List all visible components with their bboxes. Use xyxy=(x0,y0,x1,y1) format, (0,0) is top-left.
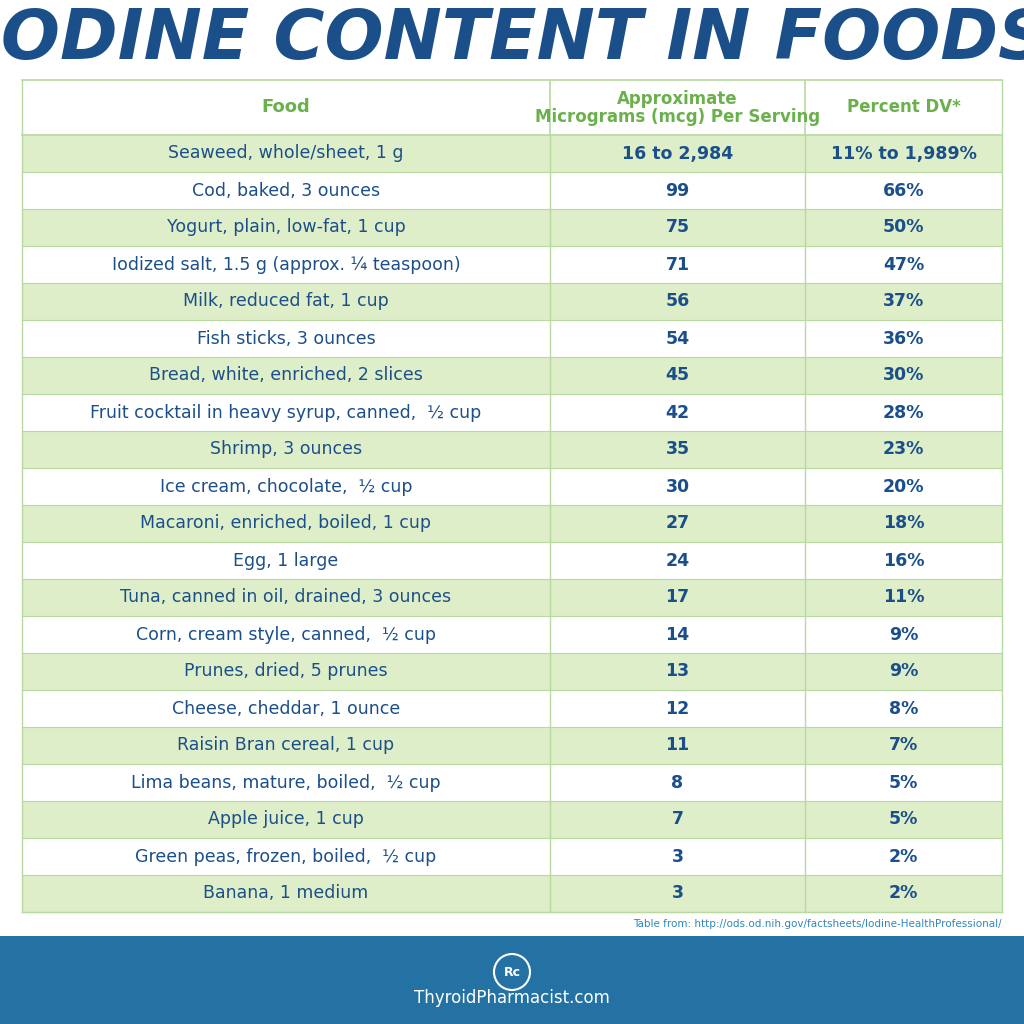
Bar xyxy=(22,431,1002,468)
Text: Percent DV*: Percent DV* xyxy=(847,98,961,117)
Text: 13: 13 xyxy=(666,663,689,681)
Text: 18%: 18% xyxy=(883,514,925,532)
Text: Cheese, cheddar, 1 ounce: Cheese, cheddar, 1 ounce xyxy=(172,699,400,718)
Text: Approximate: Approximate xyxy=(617,89,738,108)
Bar xyxy=(22,505,1002,542)
Text: 16 to 2,984: 16 to 2,984 xyxy=(622,144,733,163)
Text: 5%: 5% xyxy=(889,773,919,792)
Text: Bread, white, enriched, 2 slices: Bread, white, enriched, 2 slices xyxy=(150,367,423,384)
Bar xyxy=(22,653,1002,690)
Text: Banana, 1 medium: Banana, 1 medium xyxy=(204,885,369,902)
Bar xyxy=(22,135,1002,172)
Text: Cod, baked, 3 ounces: Cod, baked, 3 ounces xyxy=(191,181,380,200)
Text: Corn, cream style, canned,  ½ cup: Corn, cream style, canned, ½ cup xyxy=(136,626,436,643)
Text: Fish sticks, 3 ounces: Fish sticks, 3 ounces xyxy=(197,330,376,347)
Text: Ice cream, chocolate,  ½ cup: Ice cream, chocolate, ½ cup xyxy=(160,477,413,496)
Text: Fruit cocktail in heavy syrup, canned,  ½ cup: Fruit cocktail in heavy syrup, canned, ½… xyxy=(90,403,481,422)
Text: 3: 3 xyxy=(672,848,683,865)
Text: 7: 7 xyxy=(672,811,683,828)
Bar xyxy=(22,357,1002,394)
Text: Egg, 1 large: Egg, 1 large xyxy=(233,552,339,569)
Text: Food: Food xyxy=(261,98,310,117)
Text: 45: 45 xyxy=(666,367,689,384)
Text: 2%: 2% xyxy=(889,885,919,902)
Text: 47%: 47% xyxy=(883,256,924,273)
Text: Yogurt, plain, low-fat, 1 cup: Yogurt, plain, low-fat, 1 cup xyxy=(167,218,406,237)
Text: 12: 12 xyxy=(666,699,689,718)
Text: 71: 71 xyxy=(666,256,689,273)
Text: Seaweed, whole/sheet, 1 g: Seaweed, whole/sheet, 1 g xyxy=(168,144,403,163)
Text: 14: 14 xyxy=(666,626,689,643)
Text: 9%: 9% xyxy=(889,626,919,643)
Text: 20%: 20% xyxy=(883,477,925,496)
Text: 23%: 23% xyxy=(883,440,925,459)
Text: Prunes, dried, 5 prunes: Prunes, dried, 5 prunes xyxy=(184,663,388,681)
Text: 37%: 37% xyxy=(883,293,924,310)
Text: Table from: http://ods.od.nih.gov/factsheets/Iodine-HealthProfessional/: Table from: http://ods.od.nih.gov/factsh… xyxy=(634,919,1002,929)
Text: 11%: 11% xyxy=(883,589,925,606)
Text: 11% to 1,989%: 11% to 1,989% xyxy=(830,144,977,163)
Text: 28%: 28% xyxy=(883,403,925,422)
Text: 75: 75 xyxy=(666,218,689,237)
Text: 9%: 9% xyxy=(889,663,919,681)
Text: 8: 8 xyxy=(672,773,684,792)
Text: Raisin Bran cereal, 1 cup: Raisin Bran cereal, 1 cup xyxy=(177,736,394,755)
Bar xyxy=(22,283,1002,319)
Bar xyxy=(22,209,1002,246)
Text: 8%: 8% xyxy=(889,699,919,718)
Bar xyxy=(22,801,1002,838)
Text: 99: 99 xyxy=(666,181,689,200)
Text: Iodized salt, 1.5 g (approx. ¼ teaspoon): Iodized salt, 1.5 g (approx. ¼ teaspoon) xyxy=(112,256,461,273)
Text: 54: 54 xyxy=(666,330,689,347)
Text: 3: 3 xyxy=(672,885,683,902)
Text: 35: 35 xyxy=(666,440,689,459)
Text: Shrimp, 3 ounces: Shrimp, 3 ounces xyxy=(210,440,362,459)
Text: Tuna, canned in oil, drained, 3 ounces: Tuna, canned in oil, drained, 3 ounces xyxy=(121,589,452,606)
Text: 7%: 7% xyxy=(889,736,919,755)
Text: ThyroidPharmacist.com: ThyroidPharmacist.com xyxy=(414,989,610,1007)
Text: 11: 11 xyxy=(666,736,689,755)
Text: 27: 27 xyxy=(666,514,689,532)
Text: 36%: 36% xyxy=(883,330,925,347)
Text: IODINE CONTENT IN FOODS: IODINE CONTENT IN FOODS xyxy=(0,6,1024,74)
Text: 56: 56 xyxy=(666,293,689,310)
Text: Green peas, frozen, boiled,  ½ cup: Green peas, frozen, boiled, ½ cup xyxy=(135,848,436,865)
Text: Apple juice, 1 cup: Apple juice, 1 cup xyxy=(208,811,364,828)
Text: 24: 24 xyxy=(666,552,689,569)
Text: Lima beans, mature, boiled,  ½ cup: Lima beans, mature, boiled, ½ cup xyxy=(131,773,440,792)
Bar xyxy=(22,727,1002,764)
Text: 66%: 66% xyxy=(883,181,925,200)
Text: Rc: Rc xyxy=(504,966,520,979)
Text: 17: 17 xyxy=(666,589,689,606)
Text: 16%: 16% xyxy=(883,552,925,569)
Text: 30: 30 xyxy=(666,477,689,496)
Text: Milk, reduced fat, 1 cup: Milk, reduced fat, 1 cup xyxy=(183,293,389,310)
Bar xyxy=(22,874,1002,912)
Text: Micrograms (mcg) Per Serving: Micrograms (mcg) Per Serving xyxy=(535,108,820,126)
Bar xyxy=(22,579,1002,616)
Text: 5%: 5% xyxy=(889,811,919,828)
Text: 2%: 2% xyxy=(889,848,919,865)
Text: Macaroni, enriched, boiled, 1 cup: Macaroni, enriched, boiled, 1 cup xyxy=(140,514,431,532)
Text: 42: 42 xyxy=(666,403,689,422)
Text: 30%: 30% xyxy=(883,367,925,384)
Text: 50%: 50% xyxy=(883,218,925,237)
Bar xyxy=(0,936,1024,1024)
